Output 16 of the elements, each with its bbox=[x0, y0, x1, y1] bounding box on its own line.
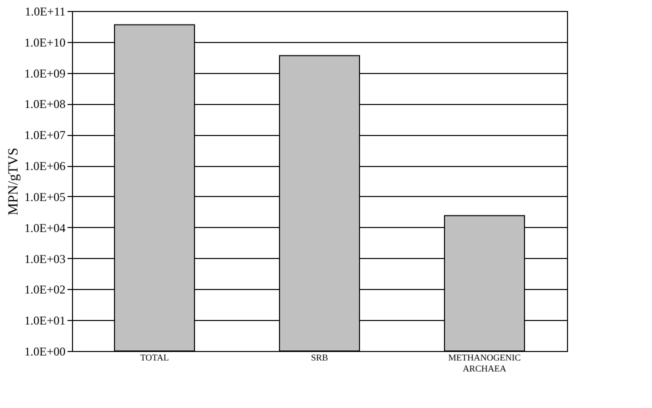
y-tick-label: 1.0E+08 bbox=[24, 97, 66, 112]
x-tick-label: METHANOGENIC ARCHAEA bbox=[448, 352, 521, 374]
y-tick-label: 1.0E+01 bbox=[24, 314, 66, 328]
y-tick-label: 1.0E+11 bbox=[24, 4, 66, 18]
y-tick-label: 1.0E+09 bbox=[24, 66, 66, 80]
y-tick-label: 1.0E+02 bbox=[24, 282, 66, 297]
y-tick-label: 1.0E+03 bbox=[24, 252, 66, 266]
x-tick-label: SRB bbox=[310, 352, 328, 362]
x-tick-label: TOTAL bbox=[140, 352, 169, 362]
y-tick-label: 1.0E+06 bbox=[24, 159, 66, 174]
y-tick-label: 1.0E+04 bbox=[24, 220, 66, 235]
y-tick-label: 1.0E+00 bbox=[24, 344, 66, 358]
y-axis-title: MPN/gTVS bbox=[6, 148, 22, 216]
y-tick-label: 1.0E+05 bbox=[24, 190, 66, 204]
y-tick-label: 1.0E+10 bbox=[24, 35, 66, 50]
y-tick-label: 1.0E+07 bbox=[24, 128, 66, 142]
